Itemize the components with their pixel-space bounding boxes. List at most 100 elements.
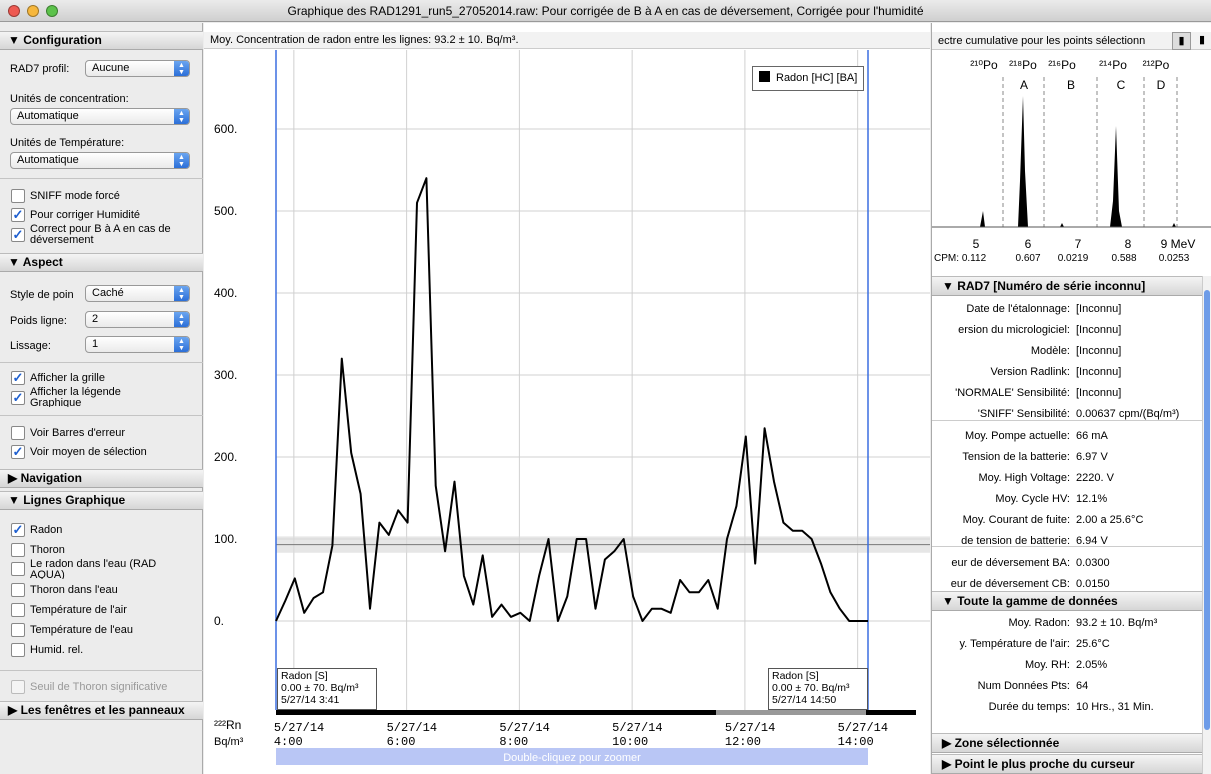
- left-panel: ▼ Configuration RAD7 profil: Aucune ▲ ▼ Un…: [0, 23, 203, 774]
- line-thoron-checkbox[interactable]: [11, 543, 25, 557]
- legend-label: Afficher la légende Graphique: [30, 387, 121, 407]
- spectrum-counts: [980, 96, 1176, 227]
- property-value: 64: [1076, 680, 1089, 692]
- spectrum-isotopes: ²¹⁰Po ²¹⁸Po ²¹⁶Po ²¹⁴Po ²¹²Po: [970, 58, 1169, 72]
- line-weight-label: Poids ligne:: [10, 315, 67, 327]
- y-tick-label: 500.: [214, 204, 237, 218]
- isotope-label: ²¹⁰Po: [970, 58, 998, 72]
- legend-checkbox[interactable]: ✓: [11, 390, 25, 405]
- line-air-temp-checkbox[interactable]: [11, 603, 25, 617]
- rad7-section-header[interactable]: ▼ RAD7 [Numéro de série inconnu]: [932, 276, 1202, 296]
- x-tick-date: 5/27/14: [387, 721, 437, 735]
- graph-lines-section-header[interactable]: ▼ Lignes Graphique: [0, 491, 203, 510]
- window-label: B: [1067, 78, 1075, 92]
- x-tick-date: 5/27/14: [499, 721, 549, 735]
- left-cursor-readout: Radon [S] 0.00 ± 70. Bq/m³ 5/27/14 3:41: [277, 668, 377, 710]
- chart-grid: [276, 50, 930, 710]
- line-thoron-water-checkbox[interactable]: [11, 583, 25, 597]
- line-water-temp-label: Température de l'eau: [30, 624, 133, 636]
- property-value: 93.2 ± 10. Bq/m³: [1076, 617, 1158, 629]
- divider: [932, 420, 1202, 421]
- nearest-point-section-header[interactable]: ▶ Point le plus proche du curseur: [932, 754, 1202, 774]
- line-water-temp-checkbox[interactable]: [11, 623, 25, 637]
- windows-panels-section-header[interactable]: ▶ Les fenêtres et les panneaux: [0, 701, 203, 720]
- line-radon-checkbox[interactable]: ✓: [11, 522, 25, 537]
- error-bars-checkbox[interactable]: [11, 426, 25, 440]
- legend-label: Radon [HC] [BA]: [776, 72, 858, 84]
- navigation-section-header[interactable]: ▶ Navigation: [0, 469, 203, 488]
- spectrum-chart: ²¹⁰Po ²¹⁸Po ²¹⁶Po ²¹⁴Po ²¹²Po A B C D 5 6 7 8 9 MeV…: [932, 58, 1211, 264]
- rad7-profile-select[interactable]: Aucune ▲ ▼: [85, 60, 190, 77]
- close-icon[interactable]: [8, 5, 20, 17]
- y-unit-isotope: ²²²Rn: [214, 718, 241, 732]
- divider: [0, 415, 203, 416]
- right-scrollbar[interactable]: [1202, 276, 1211, 774]
- x-tick-date: 5/27/14: [274, 721, 324, 735]
- chart-area[interactable]: [204, 23, 930, 774]
- x-tick-time: 4:00: [274, 735, 303, 749]
- cpm-value: 0.607: [1015, 253, 1040, 264]
- y-tick-label: 100.: [214, 532, 237, 546]
- scrollbar-thumb[interactable]: [1204, 290, 1210, 730]
- radon-chart[interactable]: 600.500.400.300.200.100.0. 5/27/144:005/…: [204, 50, 930, 774]
- energy-tick-label: 6: [1025, 237, 1032, 251]
- thoron-threshold-label: Seuil de Thoron significative: [30, 681, 168, 693]
- selection-average-checkbox[interactable]: ✓: [11, 444, 25, 459]
- cursor-value: 0.00 ± 70. Bq/m³: [772, 682, 850, 694]
- energy-tick-label: 9 MeV: [1161, 237, 1196, 251]
- line-humidity-label: Humid. rel.: [30, 644, 84, 656]
- humidity-label: Pour corriger Humidité: [30, 209, 141, 221]
- x-tick-date: 5/27/14: [612, 721, 662, 735]
- disclosure-open-icon: ▼: [8, 255, 23, 269]
- cpm-value: 0.588: [1111, 253, 1136, 264]
- y-unit-label: Bq/m³: [214, 736, 244, 748]
- disclosure-open-icon: ▼: [942, 594, 958, 608]
- y-tick-label: 600.: [214, 122, 237, 136]
- line-radon-water-label: Le radon dans l'eau (RAD AQUA): [30, 559, 157, 579]
- histogram-view-button[interactable]: ▮: [1172, 32, 1191, 50]
- x-tick-time: 8:00: [499, 735, 528, 749]
- divider: [0, 670, 203, 671]
- conc-units-select[interactable]: Automatique ▲ ▼: [10, 108, 190, 125]
- humidity-checkbox[interactable]: ✓: [11, 207, 25, 222]
- divider: [932, 546, 1202, 547]
- point-style-select[interactable]: Caché ▲ ▼: [85, 285, 190, 302]
- property-value: 0.00637 cpm/(Bq/m³): [1076, 408, 1180, 420]
- zoom-icon[interactable]: [46, 5, 58, 17]
- disclosure-open-icon: ▼: [8, 33, 24, 47]
- disclosure-closed-icon: ▶: [8, 703, 21, 717]
- config-section-header[interactable]: ▼ Configuration: [0, 31, 203, 50]
- point-style-label: Style de poin: [10, 289, 74, 301]
- histogram-view-button-alt[interactable]: ▮: [1193, 32, 1211, 50]
- property-value: 0.0150: [1076, 578, 1110, 590]
- divider: [0, 178, 203, 179]
- isotope-label: ²¹⁸Po: [1009, 58, 1037, 72]
- temp-units-select[interactable]: Automatique ▲ ▼: [10, 152, 190, 169]
- right-cursor-readout: Radon [S] 0.00 ± 70. Bq/m³ 5/27/14 14:50: [768, 668, 868, 710]
- data-range-gap: [716, 710, 866, 715]
- y-tick-label: 400.: [214, 286, 237, 300]
- thoron-threshold-checkbox[interactable]: [11, 680, 25, 694]
- cursor-series: Radon [S]: [281, 670, 328, 682]
- x-tick-time: 14:00: [838, 735, 874, 749]
- disclosure-closed-icon: ▶: [942, 736, 955, 750]
- grid-checkbox[interactable]: ✓: [11, 370, 25, 385]
- disclosure-closed-icon: ▶: [8, 471, 21, 485]
- property-value: 66 mA: [1076, 430, 1108, 442]
- selected-zone-section-header[interactable]: ▶ Zone sélectionnée: [932, 733, 1202, 753]
- minimize-icon[interactable]: [27, 5, 39, 17]
- smoothing-select[interactable]: 1 ▲ ▼: [85, 336, 190, 353]
- line-humidity-checkbox[interactable]: [11, 643, 25, 657]
- select-arrows-icon: ▲ ▼: [174, 153, 189, 168]
- aspect-section-header[interactable]: ▼ Aspect: [0, 253, 203, 272]
- property-value: 6.97 V: [1076, 451, 1108, 463]
- zoom-bar[interactable]: [276, 748, 868, 765]
- full-range-section-header[interactable]: ▼ Toute la gamme de données: [932, 591, 1202, 611]
- line-weight-select[interactable]: 2 ▲ ▼: [85, 311, 190, 328]
- property-value: 2220. V: [1076, 472, 1114, 484]
- ba-correction-checkbox[interactable]: ✓: [11, 227, 25, 242]
- line-radon-water-checkbox[interactable]: [11, 562, 25, 576]
- sniff-checkbox[interactable]: [11, 189, 25, 203]
- x-tick-time: 12:00: [725, 735, 761, 749]
